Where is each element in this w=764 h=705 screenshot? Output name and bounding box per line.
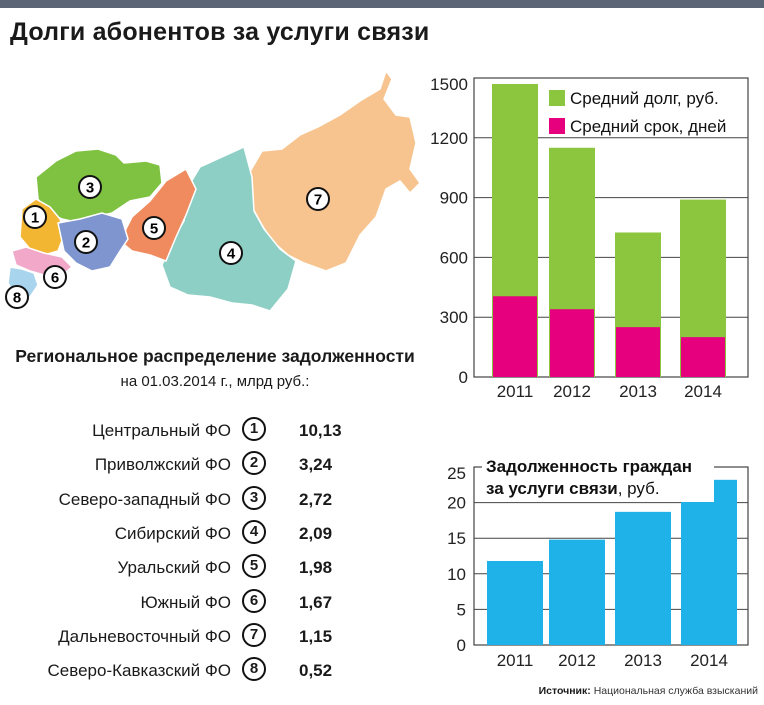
region-number-badge: 7 — [242, 622, 266, 647]
chart1-bar-avg-term — [550, 309, 594, 377]
chart2-ytick: 25 — [447, 464, 466, 483]
region-value: 1,98 — [299, 558, 333, 578]
chart2-xtick: 2013 — [624, 651, 662, 670]
region-number-badge: 8 — [242, 657, 266, 682]
chart1-ytick: 600 — [440, 248, 468, 267]
region-value: 2,09 — [299, 523, 333, 543]
map-marker — [43, 265, 67, 289]
chart2-title-line2-unit: , руб. — [618, 479, 660, 498]
map-marker-label: 4 — [227, 246, 236, 263]
source-text: Национальная служба взысканий — [593, 685, 758, 697]
map-marker — [5, 285, 29, 309]
region-name: Дальневосточный ФО — [58, 626, 231, 646]
map-marker-label: 8 — [13, 290, 21, 307]
region-name: Южный ФО — [140, 592, 231, 612]
chart2-xtick: 2012 — [558, 651, 596, 670]
region-name: Приволжский ФО — [94, 455, 231, 475]
map-marker-label: 2 — [82, 235, 90, 252]
chart2-bar — [549, 539, 605, 645]
regional-title: Региональное распределение задолженности — [15, 346, 415, 366]
chart2-title-line2: за услуги связи, руб. — [486, 479, 660, 498]
chart1-ytick: 1200 — [430, 129, 468, 148]
map-marker — [306, 187, 330, 211]
map-marker — [23, 205, 47, 229]
chart1-ytick: 0 — [459, 368, 468, 387]
chart2-ytick: 20 — [447, 494, 466, 513]
region-number-badge: 2 — [242, 451, 266, 476]
chart1-ytick: 300 — [440, 308, 468, 327]
chart2-ytick: 5 — [457, 600, 466, 619]
region-row: Сибирский ФО 4 2,09 — [0, 518, 420, 552]
chart1-bar-avg-term — [616, 327, 660, 377]
region-name: Северо-Кавказский ФО — [47, 661, 231, 681]
map-region-7 — [247, 69, 421, 272]
chart1-frame — [473, 77, 749, 378]
chart2-bar — [681, 479, 737, 645]
region-number-badge: 3 — [242, 485, 266, 510]
chart1-xtick: 2014 — [684, 382, 722, 401]
region-value: 10,13 — [299, 421, 342, 440]
region-value: 3,24 — [299, 455, 333, 475]
chart1-legend-swatch — [549, 118, 565, 134]
chart2-ytick: 10 — [447, 565, 466, 584]
region-name: Уральский ФО — [117, 558, 231, 578]
chart1-bar-avg-term — [681, 337, 725, 377]
chart1-bar-avg-term — [493, 296, 537, 377]
region-number-badge: 1 — [242, 417, 266, 441]
source-label: Источник: — [538, 685, 591, 697]
map-marker-label: 3 — [86, 180, 94, 197]
region-value: 1,67 — [299, 592, 333, 612]
chart2-title-line1: Задолженность граждан — [486, 457, 692, 476]
chart2-title-line2-bold: за услуги связи — [486, 479, 618, 498]
region-value: 1,15 — [299, 626, 333, 646]
top-bar — [0, 0, 764, 8]
region-row: Дальневосточный ФО 7 1,15 — [0, 621, 420, 655]
region-row: Центральный ФО 1 10,13 — [0, 415, 420, 449]
region-number-badge: 5 — [242, 554, 266, 579]
chart2-bar — [487, 560, 543, 645]
map-marker-label: 1 — [31, 210, 39, 227]
chart2-bar — [615, 511, 671, 645]
map-region-5 — [119, 167, 197, 262]
chart1-xtick: 2012 — [553, 382, 591, 401]
chart2-title-backdrop — [482, 452, 714, 502]
debt-duration-chart: 0 300 600 900 1200 1500 2011 2012 2013 2014 Средни… — [430, 75, 749, 401]
chart2-xtick: 2014 — [690, 651, 728, 670]
region-value: 2,72 — [299, 489, 333, 509]
chart1-ytick: 900 — [440, 189, 468, 208]
map-marker — [219, 241, 243, 265]
region-name: Северо-западный ФО — [58, 489, 231, 509]
region-row: Северо-Кавказский ФО 8 0,52 — [0, 655, 420, 689]
chart1-legend-label: Средний долг, руб. — [570, 89, 719, 108]
chart2-ytick: 15 — [447, 529, 466, 548]
region-number-badge: 4 — [242, 519, 266, 544]
chart1-xtick: 2013 — [619, 382, 657, 401]
region-row: Приволжский ФО 2 3,24 — [0, 449, 420, 483]
chart1-xtick: 2011 — [497, 382, 534, 401]
chart2-ytick: 0 — [457, 636, 466, 655]
map-markers: 1 2 3 4 5 6 7 8 — [5, 175, 330, 309]
chart2-xtick: 2011 — [497, 651, 534, 670]
chart1-legend-label: Средний срок, дней — [570, 117, 726, 136]
map-marker-label: 6 — [51, 270, 59, 287]
region-value: 0,52 — [299, 661, 333, 681]
map-marker — [78, 175, 102, 199]
map-marker-label: 7 — [314, 192, 322, 209]
source-note: Источник: Национальная служба взысканий — [539, 685, 758, 697]
region-row: Южный ФО 6 1,67 — [0, 587, 420, 621]
region-row: Уральский ФО 5 1,98 — [0, 552, 420, 586]
page-title: Долги абонентов за услуги связи — [10, 18, 430, 46]
map-marker-label: 5 — [150, 221, 158, 238]
region-name: Сибирский ФО — [114, 523, 231, 543]
regional-subtitle: на 01.03.2014 г., млрд руб.: — [120, 373, 310, 390]
region-number-badge: 6 — [242, 588, 266, 613]
map-marker — [142, 216, 166, 240]
chart1-ytick: 1500 — [430, 75, 468, 94]
map-marker — [74, 230, 98, 254]
region-name: Центральный ФО — [92, 421, 231, 440]
region-row: Северо-западный ФО 3 2,72 — [0, 484, 420, 518]
russia-map: 1 2 3 4 5 6 7 8 — [5, 69, 421, 312]
chart1-legend-swatch — [549, 90, 565, 106]
